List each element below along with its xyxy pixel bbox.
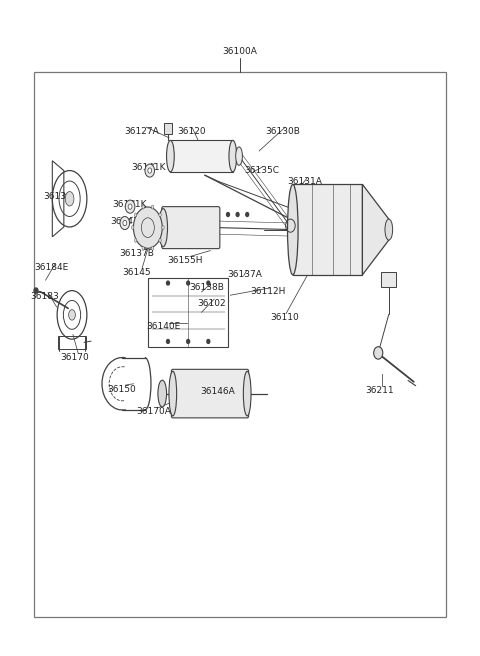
- FancyBboxPatch shape: [171, 369, 249, 418]
- Circle shape: [167, 281, 169, 285]
- Text: 36170A: 36170A: [136, 407, 171, 417]
- Circle shape: [187, 339, 190, 344]
- Ellipse shape: [159, 209, 168, 247]
- Bar: [58, 336, 86, 349]
- Text: 36146A: 36146A: [200, 387, 235, 396]
- Text: 36110: 36110: [270, 313, 299, 322]
- Circle shape: [187, 281, 190, 285]
- Text: 36137B: 36137B: [120, 249, 154, 258]
- Text: 36127A: 36127A: [124, 127, 159, 136]
- Text: 36141K: 36141K: [110, 216, 144, 226]
- Text: 36102: 36102: [197, 298, 226, 308]
- Ellipse shape: [123, 220, 127, 226]
- Text: 36112H: 36112H: [250, 287, 286, 297]
- Circle shape: [34, 288, 38, 293]
- Text: 36141K: 36141K: [112, 200, 147, 209]
- Text: 36184E: 36184E: [35, 263, 69, 272]
- Ellipse shape: [229, 140, 237, 172]
- Circle shape: [236, 213, 239, 216]
- Ellipse shape: [236, 147, 242, 165]
- Bar: [164, 123, 172, 134]
- Text: 36139: 36139: [43, 192, 72, 201]
- Bar: [148, 278, 228, 346]
- Ellipse shape: [159, 238, 161, 242]
- Text: 36150: 36150: [107, 384, 136, 394]
- Text: 36120: 36120: [178, 127, 206, 136]
- Ellipse shape: [151, 205, 154, 209]
- Text: 36141K: 36141K: [132, 163, 166, 172]
- Circle shape: [207, 281, 210, 285]
- Ellipse shape: [65, 192, 74, 206]
- Ellipse shape: [159, 213, 161, 217]
- Ellipse shape: [288, 184, 298, 275]
- Text: 36131A: 36131A: [288, 177, 322, 186]
- Circle shape: [227, 213, 229, 216]
- Ellipse shape: [162, 226, 164, 230]
- Circle shape: [167, 339, 169, 344]
- Ellipse shape: [145, 164, 155, 177]
- Bar: [170, 140, 233, 172]
- Text: 36183: 36183: [30, 292, 59, 301]
- Bar: [381, 272, 396, 287]
- FancyBboxPatch shape: [162, 207, 220, 249]
- Ellipse shape: [134, 238, 137, 242]
- Circle shape: [246, 213, 249, 216]
- Ellipse shape: [142, 205, 144, 209]
- Bar: [34, 72, 446, 617]
- Ellipse shape: [120, 216, 130, 230]
- Circle shape: [207, 339, 210, 344]
- Ellipse shape: [132, 226, 134, 230]
- Text: 36155H: 36155H: [167, 256, 203, 265]
- Ellipse shape: [167, 140, 174, 172]
- Ellipse shape: [373, 346, 383, 359]
- Text: 36138B: 36138B: [189, 283, 224, 293]
- Text: 36100A: 36100A: [223, 47, 257, 56]
- Text: 36170: 36170: [60, 353, 89, 362]
- Ellipse shape: [148, 168, 152, 173]
- Text: 36145: 36145: [122, 268, 151, 277]
- Ellipse shape: [158, 380, 167, 407]
- Text: 36130B: 36130B: [266, 127, 300, 136]
- Text: 36140E: 36140E: [146, 322, 180, 331]
- Ellipse shape: [69, 310, 75, 320]
- Ellipse shape: [142, 246, 144, 250]
- Ellipse shape: [385, 219, 393, 240]
- Text: 36135C: 36135C: [244, 166, 279, 175]
- Polygon shape: [362, 184, 389, 275]
- Text: 36211: 36211: [365, 386, 394, 395]
- Ellipse shape: [243, 371, 251, 416]
- Ellipse shape: [169, 371, 177, 416]
- Ellipse shape: [151, 246, 154, 250]
- Text: 36137A: 36137A: [228, 270, 262, 279]
- Ellipse shape: [133, 207, 162, 248]
- Ellipse shape: [134, 213, 137, 217]
- Bar: [293, 184, 362, 275]
- Ellipse shape: [125, 200, 135, 213]
- Ellipse shape: [128, 204, 132, 209]
